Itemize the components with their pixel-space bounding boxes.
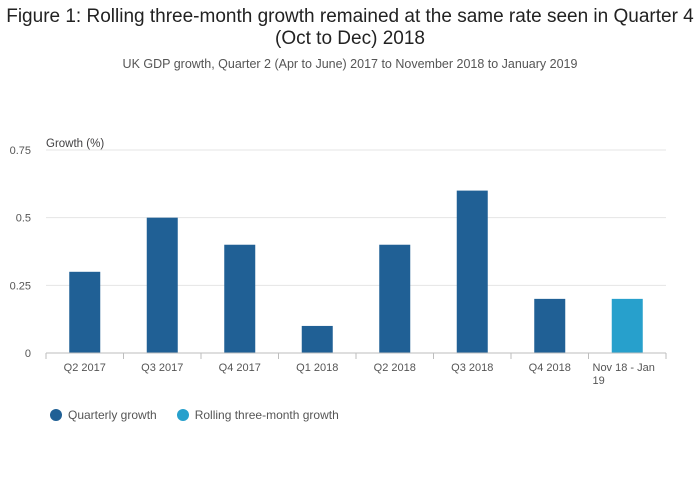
y-tick-labels: 0 0.25 0.5 0.75 xyxy=(10,145,31,360)
legend-label-quarterly: Quarterly growth xyxy=(68,408,157,422)
legend-item-rolling[interactable]: Rolling three-month growth xyxy=(176,408,339,422)
chart-subtitle: UK GDP growth, Quarter 2 (Apr to June) 2… xyxy=(122,57,578,71)
x-tick-label: Q2 2018 xyxy=(374,362,416,374)
y-tick-label: 0.75 xyxy=(10,145,31,157)
bar-quarterly-growth[interactable] xyxy=(301,325,333,353)
bars xyxy=(69,190,643,353)
bar-quarterly-growth[interactable] xyxy=(456,190,488,353)
x-tick-label: Q4 2018 xyxy=(529,362,571,374)
legend: Quarterly growth Rolling three-month gro… xyxy=(50,408,339,422)
x-tick-label: Q4 2017 xyxy=(219,362,261,374)
legend-item-quarterly[interactable]: Quarterly growth xyxy=(50,408,157,422)
y-tick-label: 0 xyxy=(25,348,31,360)
chart-title: Figure 1: Rolling three-month growth rem… xyxy=(6,6,694,49)
bar-quarterly-growth[interactable] xyxy=(224,244,256,353)
x-tick-label: Nov 18 - Jan 19 xyxy=(593,362,655,387)
y-axis-label: Growth (%) xyxy=(46,138,104,150)
x-tick-label: Q3 2018 xyxy=(451,362,493,374)
legend-marker-quarterly xyxy=(50,409,62,421)
bar-quarterly-growth[interactable] xyxy=(146,217,178,353)
bar-quarterly-growth[interactable] xyxy=(534,298,566,353)
legend-label-rolling: Rolling three-month growth xyxy=(194,408,339,422)
bar-rolling-growth[interactable] xyxy=(611,298,643,353)
x-tick-label: Q2 2017 xyxy=(64,362,106,374)
x-tick-label: Q3 2017 xyxy=(141,362,183,374)
x-axis: Q2 2017 Q3 2017 Q4 2017 Q1 2018 Q2 2018 Q3 20… xyxy=(45,352,667,387)
y-tick-label: 0.5 xyxy=(16,213,31,225)
grid-lines xyxy=(46,149,666,286)
legend-marker-rolling xyxy=(176,409,189,421)
y-tick-label: 0.25 xyxy=(10,280,31,292)
bar-quarterly-growth[interactable] xyxy=(379,244,411,353)
bar-quarterly-growth[interactable] xyxy=(69,271,101,353)
x-tick-label: Q1 2018 xyxy=(296,362,338,374)
